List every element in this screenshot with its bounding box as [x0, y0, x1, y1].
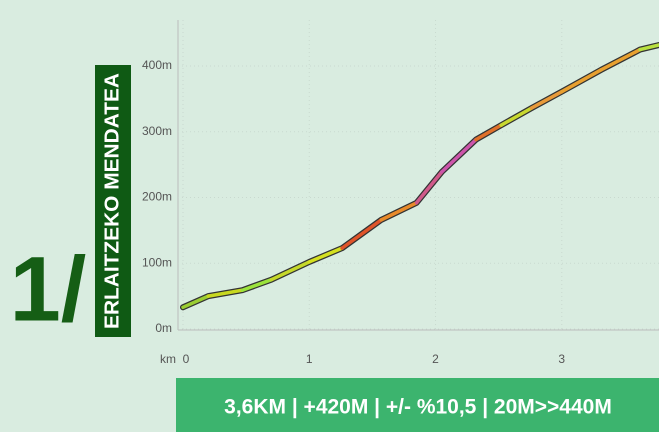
profile-segment — [529, 89, 564, 110]
y-tick-label: 300m — [142, 124, 172, 138]
x-axis-label: km — [160, 352, 176, 366]
profile-segment — [599, 47, 642, 72]
y-tick-label: 400m — [142, 58, 172, 72]
profile-segment — [181, 294, 211, 310]
y-tick-label: 0m — [155, 321, 172, 335]
stage-label: 1/ — [10, 238, 87, 340]
chart-title: ERLAITZEKO MENDATEA — [101, 73, 123, 329]
x-tick-label: 3 — [558, 352, 565, 366]
profile-segment — [240, 277, 274, 292]
profile-segment — [414, 170, 444, 205]
y-tick-label: 200m — [142, 190, 172, 204]
x-tick-label: 0 — [183, 352, 190, 366]
profile-segment — [560, 68, 603, 94]
summary-banner — [176, 378, 659, 432]
summary-text: 3,6KM | +420M | +/- %10,5 | 20M>>440M — [224, 396, 612, 419]
profile-segment — [440, 137, 478, 174]
profile-segment — [340, 218, 383, 250]
profile-segment — [474, 123, 503, 142]
profile-segment — [307, 246, 344, 264]
x-tick-label: 1 — [306, 352, 313, 366]
y-tick-label: 100m — [142, 255, 172, 269]
profile-segment — [638, 43, 659, 52]
x-tick-label: 2 — [432, 352, 439, 366]
profile-segment — [269, 260, 312, 282]
profile-segment — [379, 201, 419, 222]
profile-segment — [499, 106, 534, 127]
profile-segment — [206, 288, 245, 298]
title-box — [95, 65, 131, 337]
